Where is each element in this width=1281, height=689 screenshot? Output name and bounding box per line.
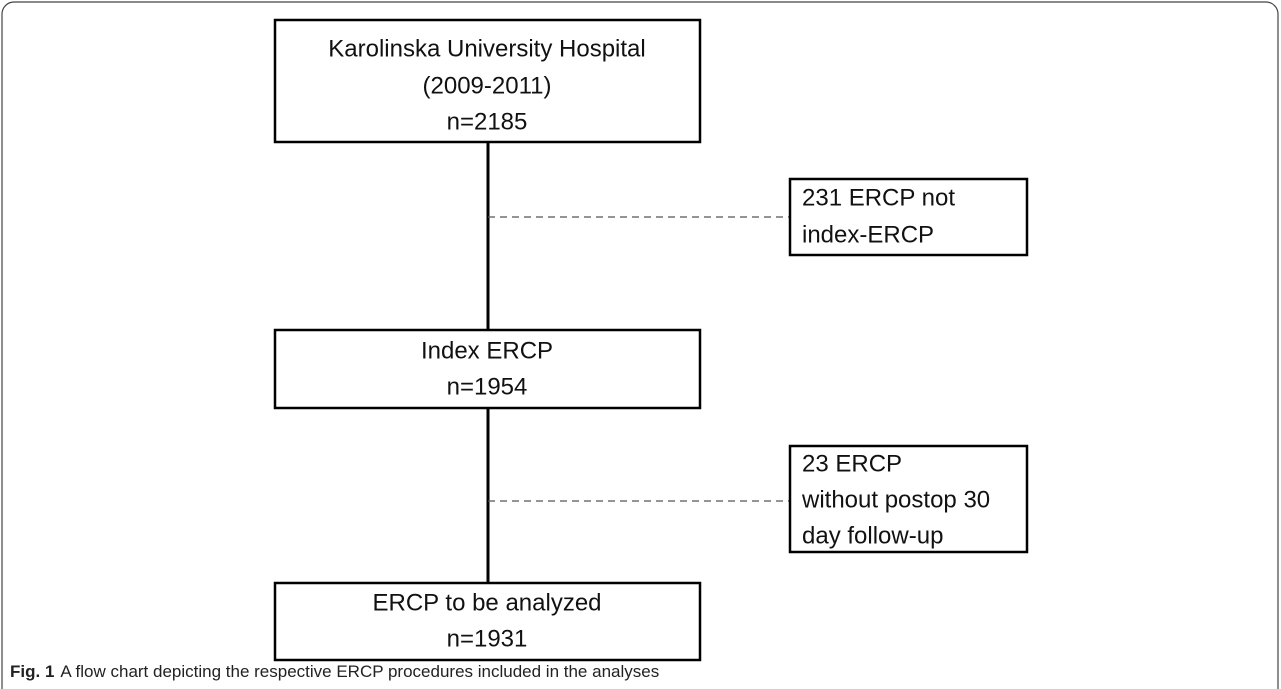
node: 23 ERCP without postop 30 day follow-up	[788, 444, 1029, 554]
caption-text: A flow chart depicting the respective ER…	[60, 662, 659, 681]
node-text: Index ERCP	[421, 337, 553, 364]
node-text: n=2185	[447, 108, 528, 135]
node-box	[788, 177, 1029, 257]
node-text: day follow-up	[802, 522, 943, 549]
node-text: (2009-2011)	[423, 72, 552, 99]
node-box	[273, 18, 702, 144]
node: 231 ERCP not index-ERCP	[788, 177, 1029, 257]
node-text: ERCP to be analyzed	[372, 589, 601, 616]
node: Index ERCP n=1954	[273, 328, 702, 410]
node-text: Karolinska University Hospital	[328, 35, 645, 62]
node: ERCP to be analyzed n=1931	[273, 581, 702, 662]
node-text: index-ERCP	[802, 221, 934, 248]
node-text: n=1931	[447, 625, 528, 652]
caption: Fig. 1 A flow chart depicting the respect…	[10, 662, 659, 681]
node: Karolinska University Hospital (2009-201…	[273, 18, 702, 144]
node-text: without postop 30	[801, 486, 990, 513]
node-box	[273, 581, 702, 662]
node-box	[273, 328, 702, 410]
node-text: 23 ERCP	[802, 450, 902, 477]
node-box	[788, 444, 1029, 554]
node-text: 231 ERCP not	[802, 184, 955, 211]
caption-label: Fig. 1	[10, 662, 54, 681]
node-text: n=1954	[447, 373, 528, 400]
